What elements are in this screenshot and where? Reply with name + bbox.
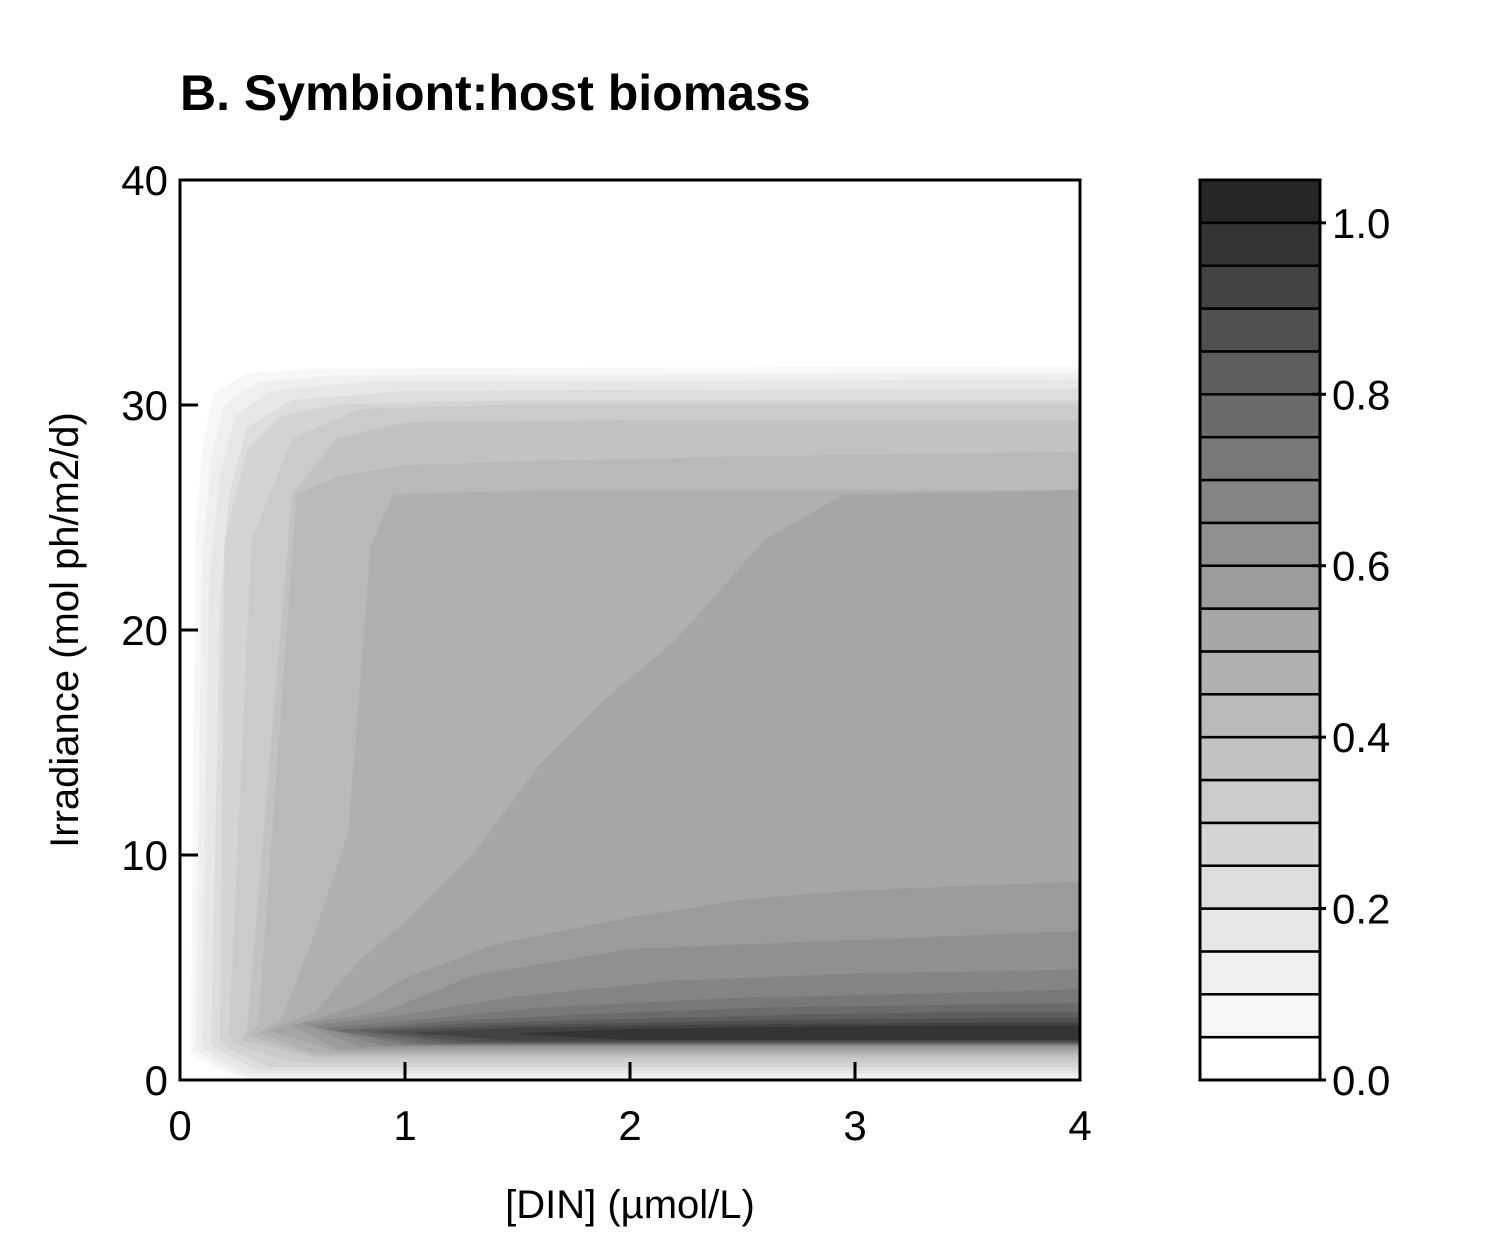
colorbar-swatch: [1198, 307, 1322, 353]
contour-fills: [190, 366, 1080, 1080]
colorbar-swatch: [1198, 264, 1322, 310]
x-tick-label: 1: [393, 1102, 416, 1149]
colorbar-tick-label: 0.6: [1332, 543, 1390, 590]
colorbar-swatch: [1198, 950, 1322, 996]
colorbar-swatch: [1198, 650, 1322, 696]
colorbar-tick-label: 0.4: [1332, 714, 1390, 761]
y-tick-label: 10: [121, 832, 168, 879]
y-tick-label: 0: [145, 1057, 168, 1104]
contour-region-18: [517, 1025, 1080, 1040]
colorbar-swatch: [1198, 478, 1322, 525]
chart-title: B. Symbiont:host biomass: [180, 65, 811, 121]
colorbar-swatch: [1198, 993, 1322, 1039]
colorbar-ticks: 0.0 0.2 0.4 0.6 0.8 1.0: [1312, 200, 1390, 1104]
colorbar-tick-label: 0.0: [1332, 1057, 1390, 1104]
x-axis-label: [DIN] (µmol/L): [505, 1183, 755, 1227]
colorbar-swatch: [1198, 735, 1322, 782]
colorbar-swatch: [1198, 178, 1322, 225]
colorbar-swatch: [1198, 221, 1322, 267]
y-axis-label: Irradiance (mol ph/m2/d): [43, 412, 87, 848]
colorbar-swatch: [1198, 393, 1322, 439]
x-axis: 0 1 2 3 4: [168, 1062, 1092, 1149]
colorbar-tick-label: 1.0: [1332, 200, 1390, 247]
colorbar-swatch: [1198, 435, 1322, 482]
colorbar-swatch: [1198, 778, 1322, 825]
y-tick-label: 30: [121, 382, 168, 429]
colorbar-swatch: [1198, 907, 1322, 953]
y-tick-label: 20: [121, 607, 168, 654]
colorbar-tick-label: 0.2: [1332, 886, 1390, 933]
colorbar-swatch: [1198, 350, 1322, 396]
colorbar-tick-label: 0.8: [1332, 371, 1390, 418]
colorbar-swatch: [1198, 821, 1322, 867]
colorbar-swatch: [1198, 564, 1322, 610]
x-tick-label: 2: [618, 1102, 641, 1149]
colorbar-swatch: [1198, 521, 1322, 567]
x-tick-label: 3: [843, 1102, 866, 1149]
x-tick-label: 4: [1068, 1102, 1091, 1149]
colorbar: [1198, 178, 1322, 1082]
y-axis: 0 10 20 30 40: [121, 157, 198, 1104]
colorbar-swatch: [1198, 864, 1322, 910]
y-tick-label: 40: [121, 157, 168, 204]
colorbar-swatch: [1198, 693, 1322, 739]
colorbar-swatch: [1198, 607, 1322, 653]
colorbar-swatch: [1198, 1035, 1322, 1082]
x-tick-label: 0: [168, 1102, 191, 1149]
colorbar-frame: [1198, 178, 1322, 1082]
